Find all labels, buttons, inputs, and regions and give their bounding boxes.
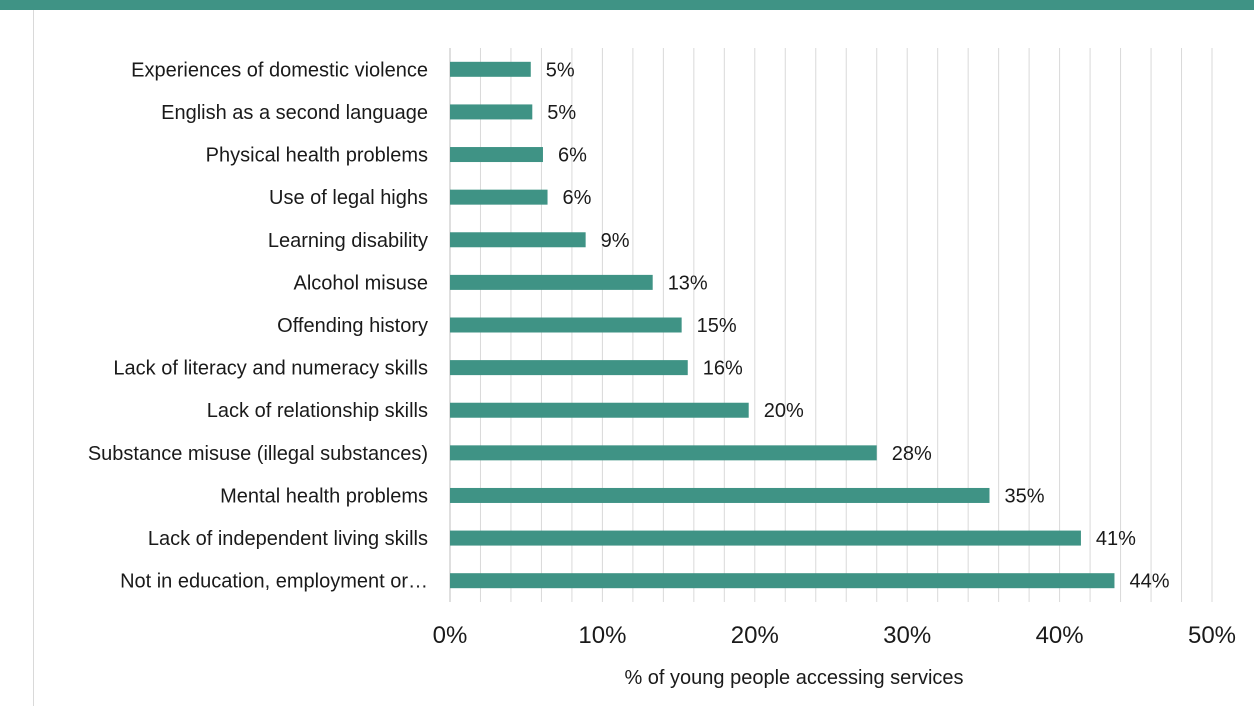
data-label: 5% <box>547 102 576 124</box>
data-label: 35% <box>1004 485 1044 507</box>
data-label: 9% <box>601 230 630 252</box>
x-tick-label: 40% <box>1036 622 1084 649</box>
x-axis-title: % of young people accessing services <box>624 667 963 689</box>
bar <box>450 445 877 461</box>
x-tick-label: 30% <box>883 622 931 649</box>
bar <box>450 487 990 503</box>
x-tick-label: 20% <box>731 622 779 649</box>
data-label: 44% <box>1129 571 1169 593</box>
category-label: English as a second language <box>161 102 428 124</box>
frame-left-border <box>33 10 34 706</box>
header-band <box>0 0 1254 10</box>
category-label: Learning disability <box>268 230 428 252</box>
data-label: 15% <box>697 315 737 337</box>
category-label: Alcohol misuse <box>293 272 428 294</box>
data-labels: 5% 5% 6% 6% 9% 13% 15% 16% 20% 28% 35% 41% 44% <box>546 59 1170 592</box>
bar <box>450 189 548 205</box>
bars <box>450 61 1115 589</box>
bar <box>450 61 531 77</box>
x-tick-label: 10% <box>578 622 626 649</box>
data-label: 28% <box>892 443 932 465</box>
bar <box>450 232 586 248</box>
bar <box>450 360 688 376</box>
x-tick-labels: 0% 10% 20% 30% 40% 50% <box>433 622 1236 649</box>
category-label: Not in education, employment or… <box>120 571 428 593</box>
category-label: Offending history <box>277 315 428 337</box>
bar <box>450 147 543 163</box>
data-label: 41% <box>1096 528 1136 550</box>
data-label: 16% <box>703 358 743 380</box>
data-label: 5% <box>546 59 575 81</box>
category-label: Lack of literacy and numeracy skills <box>113 358 428 380</box>
bar <box>450 573 1115 589</box>
data-label: 6% <box>563 187 592 209</box>
category-label: Lack of independent living skills <box>148 528 428 550</box>
category-label: Experiences of domestic violence <box>131 59 428 81</box>
bar <box>450 402 749 418</box>
category-label: Mental health problems <box>220 485 428 507</box>
category-labels: Experiences of domestic violence English … <box>88 59 428 592</box>
data-label: 20% <box>764 400 804 422</box>
bar <box>450 530 1081 546</box>
category-label: Use of legal highs <box>269 187 428 209</box>
bar <box>450 274 653 290</box>
category-label: Lack of relationship skills <box>207 400 428 422</box>
x-tick-label: 0% <box>433 622 468 649</box>
category-label: Physical health problems <box>206 145 428 167</box>
data-label: 13% <box>668 272 708 294</box>
bar <box>450 317 682 333</box>
data-label: 6% <box>558 145 587 167</box>
bar <box>450 104 533 120</box>
x-tick-label: 50% <box>1188 622 1236 649</box>
category-label: Substance misuse (illegal substances) <box>88 443 428 465</box>
